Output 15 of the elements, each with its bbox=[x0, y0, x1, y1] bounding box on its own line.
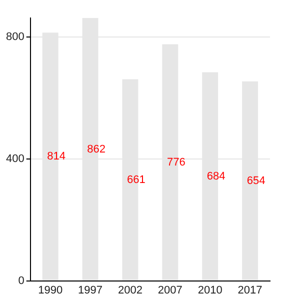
x-tick-label: 2017 bbox=[238, 284, 262, 296]
x-tick-label: 2002 bbox=[118, 284, 142, 296]
data-label: 684 bbox=[206, 170, 226, 183]
x-tick-label: 2007 bbox=[158, 284, 182, 296]
data-label: 661 bbox=[127, 174, 146, 186]
data-label: 814 bbox=[47, 150, 66, 163]
data-label: 862 bbox=[87, 143, 106, 156]
data-label: 776 bbox=[166, 156, 186, 169]
y-tick-label: 0 bbox=[18, 274, 24, 287]
x-tick-label: 1997 bbox=[78, 284, 103, 296]
y-tick-label: 800 bbox=[6, 30, 24, 43]
data-label: 654 bbox=[246, 175, 266, 188]
y-tick-label: 400 bbox=[6, 152, 24, 165]
x-tick-label: 2010 bbox=[198, 284, 222, 296]
x-tick-label: 1990 bbox=[38, 284, 63, 296]
